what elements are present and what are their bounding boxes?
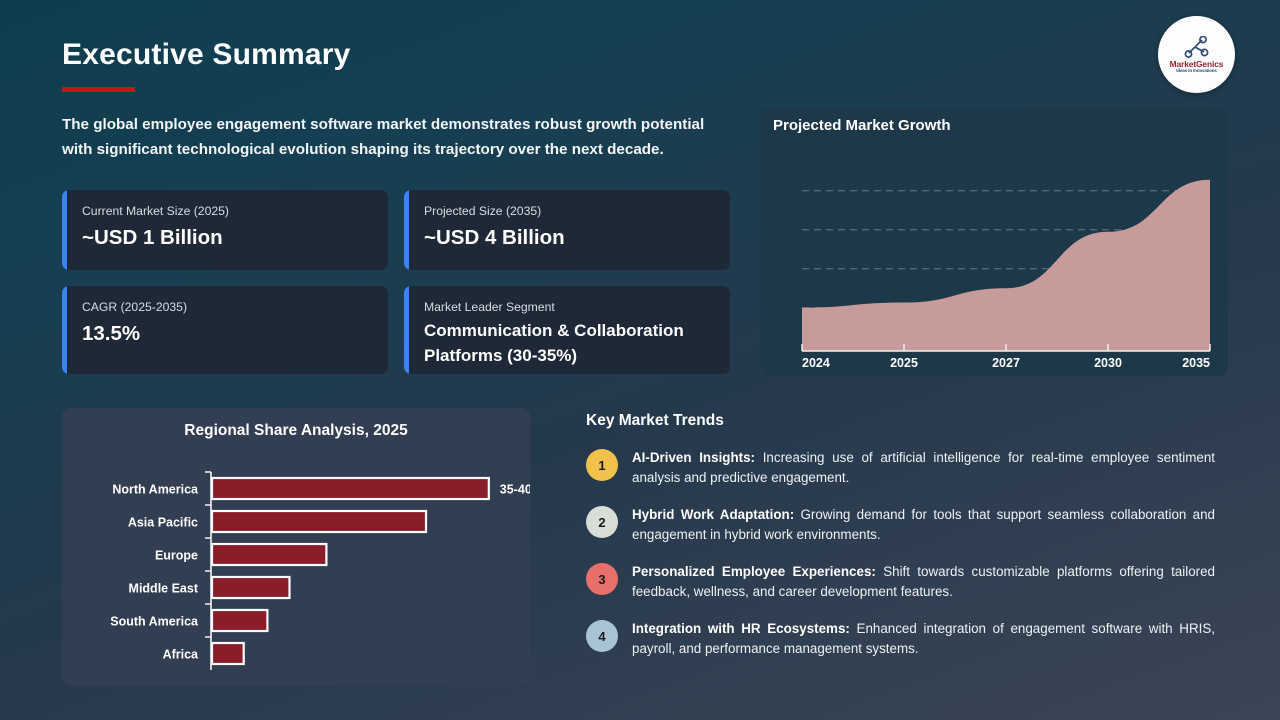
- svg-text:2030: 2030: [1094, 356, 1122, 368]
- metric-card-label: Market Leader Segment: [424, 300, 555, 314]
- trend-heading: Integration with HR Ecosystems:: [632, 621, 850, 636]
- svg-text:Europe: Europe: [155, 549, 198, 563]
- trend-number-badge: 2: [586, 506, 618, 538]
- metric-card-label: Current Market Size (2025): [82, 204, 229, 218]
- metric-card-row: CAGR (2025-2035) 13.5% Market Leader Seg…: [62, 286, 730, 374]
- svg-text:North America: North America: [112, 483, 199, 497]
- trend-heading: Personalized Employee Experiences:: [632, 564, 876, 579]
- trend-body: Enhanced integration of engagement softw…: [632, 621, 1215, 656]
- metric-card-grid: Current Market Size (2025) ~USD 1 Billio…: [62, 190, 730, 390]
- metric-card-projected-size: Projected Size (2035) ~USD 4 Billion: [404, 190, 730, 270]
- trend-item: 1 AI-Driven Insights: Increasing use of a…: [586, 448, 1222, 487]
- region-bar-series: [210, 476, 490, 666]
- trend-text: Personalized Employee Experiences: Shift…: [632, 562, 1215, 601]
- metric-card-label: Projected Size (2035): [424, 204, 542, 218]
- svg-text:Africa: Africa: [163, 648, 199, 662]
- projected-market-growth-card: Projected Market Growth 2024 2025 2027 2030…: [761, 108, 1228, 376]
- brand-logo: MarketGenics Ideas to Innovations: [1158, 16, 1235, 93]
- trend-number-badge: 1: [586, 449, 618, 481]
- metric-card-current-market-size: Current Market Size (2025) ~USD 1 Billio…: [62, 190, 388, 270]
- metric-card-value: ~USD 1 Billion: [82, 225, 223, 249]
- network-node-icon: [1184, 35, 1208, 58]
- region-chart-title: Regional Share Analysis, 2025: [184, 422, 408, 439]
- metric-card-label: CAGR (2025-2035): [82, 300, 187, 314]
- trend-heading: AI-Driven Insights:: [632, 450, 756, 465]
- trend-text: AI-Driven Insights: Increasing use of ar…: [632, 448, 1215, 487]
- title-underline-rule: [62, 87, 135, 92]
- svg-text:2024: 2024: [802, 356, 830, 368]
- svg-text:2035: 2035: [1182, 356, 1210, 368]
- logo-wordmark: MarketGenics: [1169, 58, 1224, 69]
- trend-heading: Hybrid Work Adaptation:: [632, 507, 795, 522]
- trend-number-badge: 4: [586, 620, 618, 652]
- metric-card-value: 13.5%: [82, 321, 141, 345]
- metric-card-value: Communication & Collaboration Platforms …: [424, 320, 684, 365]
- growth-area-series: [802, 179, 1210, 351]
- regional-share-chart: North America Asia Pacific Europe Middle Ea…: [110, 471, 530, 670]
- trends-list: 1 AI-Driven Insights: Increasing use of a…: [586, 448, 1222, 658]
- growth-x-tick-labels: 2024 2025 2027 2030 2035: [802, 356, 1210, 368]
- metric-card-value: ~USD 4 Billion: [424, 225, 565, 249]
- trend-body: Shift towards customizable platforms off…: [632, 564, 1216, 599]
- trend-item: 2 Hybrid Work Adaptation: Growing demand …: [586, 505, 1222, 544]
- metric-card-cagr: CAGR (2025-2035) 13.5%: [62, 286, 388, 374]
- trend-item: 4 Integration with HR Ecosystems: Enhance…: [586, 619, 1222, 658]
- trend-text: Integration with HR Ecosystems: Enhanced…: [632, 619, 1215, 658]
- key-market-trends-section: Key Market Trends 1 AI-Driven Insights: I…: [586, 412, 1222, 676]
- trend-item: 3 Personalized Employee Experiences: Shif…: [586, 562, 1222, 601]
- trend-body: Growing demand for tools that support se…: [632, 507, 1216, 542]
- intro-paragraph: The global employee engagement software …: [62, 116, 705, 158]
- svg-text:Middle East: Middle East: [129, 582, 199, 596]
- metric-card-market-leader-segment: Market Leader Segment Communication & Co…: [404, 286, 730, 374]
- growth-chart-title: Projected Market Growth: [773, 117, 951, 134]
- trend-number-badge: 3: [586, 563, 618, 595]
- projected-market-growth-chart: 2024 2025 2027 2030 2035: [801, 179, 1211, 368]
- trend-body: Increasing use of artificial intelligenc…: [632, 450, 1215, 485]
- region-category-labels: North America Asia Pacific Europe Middle Ea…: [110, 483, 199, 662]
- svg-text:Asia Pacific: Asia Pacific: [128, 516, 198, 530]
- metric-card-row: Current Market Size (2025) ~USD 1 Billio…: [62, 190, 730, 270]
- region-y-ticks: [205, 471, 211, 638]
- trends-title: Key Market Trends: [586, 412, 724, 429]
- region-value-annotations: 35-40%: [500, 483, 530, 497]
- growth-x-ticks: [801, 344, 1211, 351]
- svg-text:2027: 2027: [992, 356, 1020, 368]
- svg-text:South America: South America: [110, 615, 199, 629]
- trend-text: Hybrid Work Adaptation: Growing demand f…: [632, 505, 1215, 544]
- svg-text:2025: 2025: [890, 356, 918, 368]
- page-title: Executive Summary: [62, 38, 351, 71]
- svg-text:35-40%: 35-40%: [500, 483, 530, 497]
- regional-share-card: Regional Share Analysis, 2025 North Amer…: [62, 408, 530, 686]
- logo-tagline: Ideas to Innovations: [1176, 68, 1217, 73]
